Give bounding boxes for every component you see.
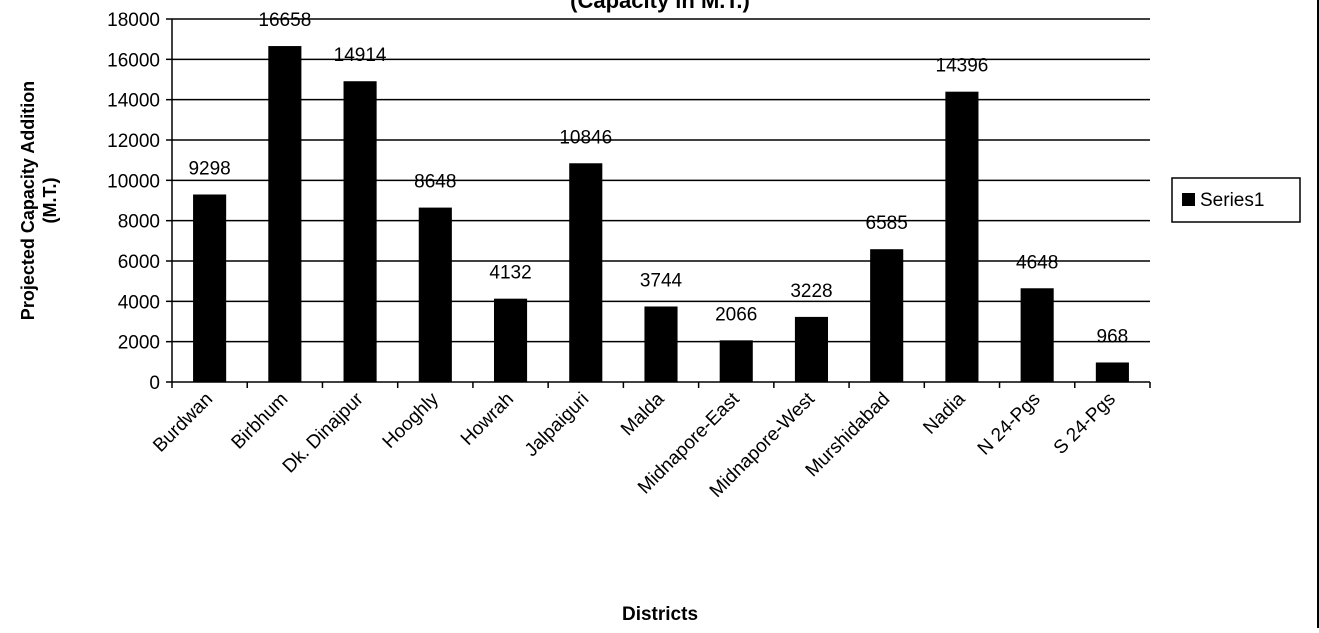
y-tick-label: 2000 [118, 333, 160, 354]
bar [870, 249, 904, 382]
data-label: 10846 [559, 127, 612, 148]
data-label: 2066 [715, 304, 757, 325]
bar [493, 298, 528, 382]
bar [1095, 362, 1129, 382]
data-label: 16658 [258, 10, 311, 31]
data-label: 14396 [936, 56, 989, 77]
x-tick-label: Malda [617, 388, 669, 440]
bar [418, 207, 452, 382]
x-tick-label: S 24-Pgs [1050, 389, 1120, 459]
y-tick-label: 16000 [107, 50, 160, 71]
y-tick-label: 12000 [107, 131, 160, 152]
data-label: 6585 [866, 213, 908, 234]
y-axis-label: Projected Capacity Addition [18, 81, 38, 320]
bar [1020, 288, 1054, 382]
bar [193, 194, 227, 382]
x-tick-label: Birbhum [228, 389, 293, 454]
y-tick-labels: 0 2000 4000 6000 8000 10000 12000 14000 16000 180… [107, 10, 160, 394]
data-label: 9298 [188, 158, 230, 179]
chart-title: (Capacity in M.T.) [570, 0, 750, 13]
y-tick-label: 0 [149, 373, 160, 394]
legend-swatch [1182, 193, 1195, 206]
bar [268, 46, 302, 383]
y-axis-label-unit: (M.T.) [40, 178, 60, 224]
x-tick-label: Nadia [919, 388, 969, 438]
bar [945, 91, 979, 382]
y-tick-label: 10000 [107, 171, 160, 192]
x-tick-label: Dk. Dinajpur [279, 388, 368, 477]
bar [719, 340, 753, 382]
bar [644, 306, 678, 382]
x-axis-label: Districts [622, 604, 698, 625]
x-tick-label: Jalpaiguri [521, 389, 593, 461]
bar [794, 316, 829, 382]
data-label: 968 [1097, 326, 1129, 347]
y-tick-label: 6000 [118, 252, 160, 273]
bar [343, 81, 377, 382]
y-tick-label: 14000 [107, 91, 160, 112]
y-tick-label: 8000 [118, 212, 160, 233]
y-tick-label: 4000 [118, 292, 160, 313]
data-label: 3744 [640, 270, 683, 291]
x-tick-label: N 24-Pgs [974, 389, 1045, 460]
chart-border-right [1317, 0, 1319, 628]
legend: Series1 [1171, 177, 1301, 223]
legend-label: Series1 [1200, 190, 1264, 211]
data-label: 14914 [334, 45, 387, 66]
data-label: 3228 [790, 281, 832, 302]
data-label: 4648 [1016, 252, 1058, 273]
x-tick-label: Hooghly [379, 388, 443, 452]
bars [193, 46, 1129, 383]
gridlines [172, 18, 1150, 343]
x-tick-label: Burdwan [149, 389, 217, 457]
x-tick-label: Howrah [457, 389, 518, 450]
bar [569, 163, 603, 382]
axes [166, 18, 1151, 388]
data-labels: 9298 16658 14914 8648 4132 10846 3744 2066 3228 6… [188, 10, 1128, 347]
data-label: 8648 [414, 172, 456, 193]
data-label: 4132 [489, 263, 531, 284]
y-tick-label: 18000 [107, 10, 160, 31]
